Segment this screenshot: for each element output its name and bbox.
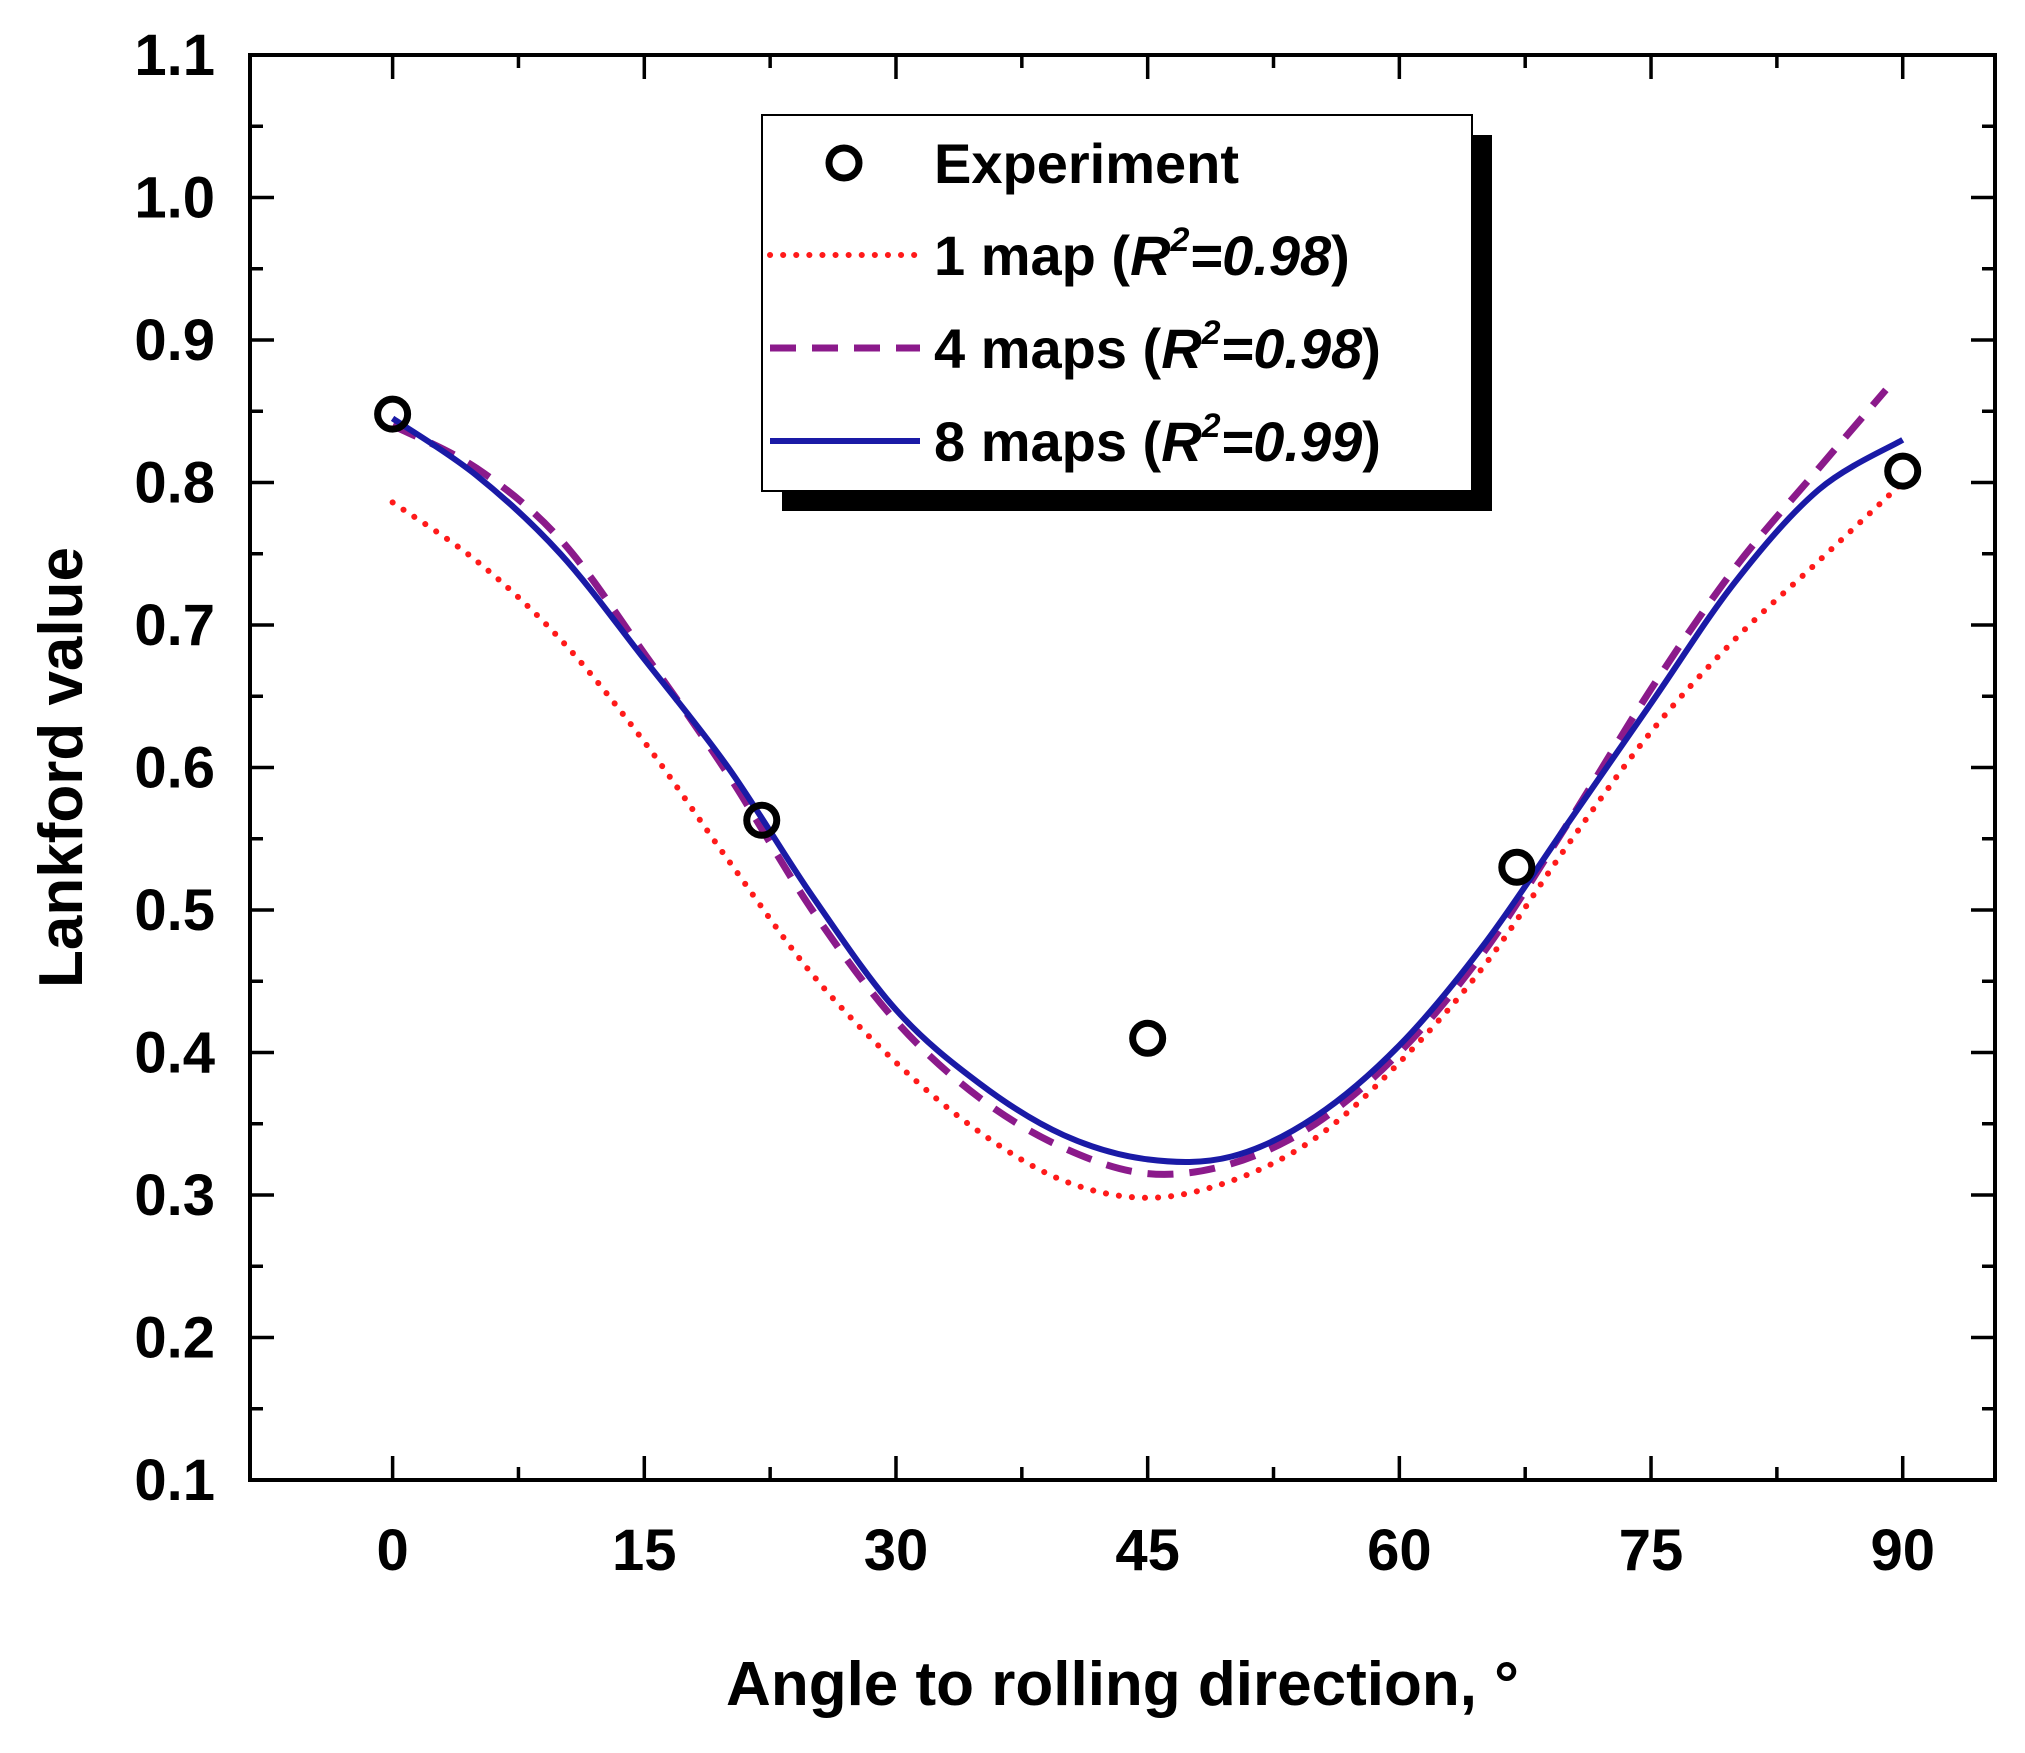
y-tick-label: 0.6 [134,736,215,801]
legend-label: 1 map (R2=0.98) [934,221,1350,287]
axes: 0 15 30 45 60 75 90 0.10.20.30.40.50.60.70.80.… [134,23,1997,1583]
y-tick-label: 0.2 [134,1306,215,1371]
y-tick-label: 0.3 [134,1163,215,1228]
legend: Experiment 1 map (R2=0.98) 4 maps (R2=0.98… [761,114,1492,511]
x-axis-ticks: 0 15 30 45 60 75 90 [376,55,1935,1583]
y-tick-label: 0.5 [134,878,215,943]
x-tick-label: 30 [864,1518,929,1583]
legend-label: 4 maps (R2=0.98) [934,314,1381,380]
experiment-point [1884,452,1922,490]
y-tick-label: 0.8 [134,451,215,516]
series-line-3 [390,415,1905,1165]
x-tick-label: 75 [1619,1518,1684,1583]
x-tick-label: 0 [376,1518,408,1583]
legend-label: 8 maps (R2=0.99) [934,407,1381,473]
x-tick-label: 45 [1115,1518,1180,1583]
x-tick-label: 15 [612,1518,677,1583]
plot-marks [374,387,1922,1201]
legend-marker [825,144,863,182]
series-line-2 [391,387,1889,1178]
x-tick-label: 90 [1870,1518,1935,1583]
experiment-point [743,801,781,839]
x-axis-title: Angle to rolling direction, ° [726,1650,1519,1719]
y-tick-label: 1.0 [134,166,215,231]
y-axis-ticks: 0.1 0.2 0.3 0.4 0.5 0.6 0.7 0.8 0.9 1.0 1.1 [134,23,1995,1513]
y-tick-label: 0.4 [134,1021,215,1086]
y-axis-title: Lankford value [27,547,96,988]
experiment-point [1129,1019,1167,1057]
y-tick-label: 1.1 [134,23,215,88]
y-tick-label: 0.1 [134,1448,215,1513]
experiment-point [374,395,412,433]
experiment-point [1498,848,1536,886]
y-tick-label: 0.7 [134,593,215,658]
y-tick-label: 0.9 [134,308,215,373]
legend-box [761,114,1473,492]
legend-label: Experiment [934,132,1239,195]
series-line-1 [389,479,1906,1201]
x-tick-label: 60 [1367,1518,1432,1583]
